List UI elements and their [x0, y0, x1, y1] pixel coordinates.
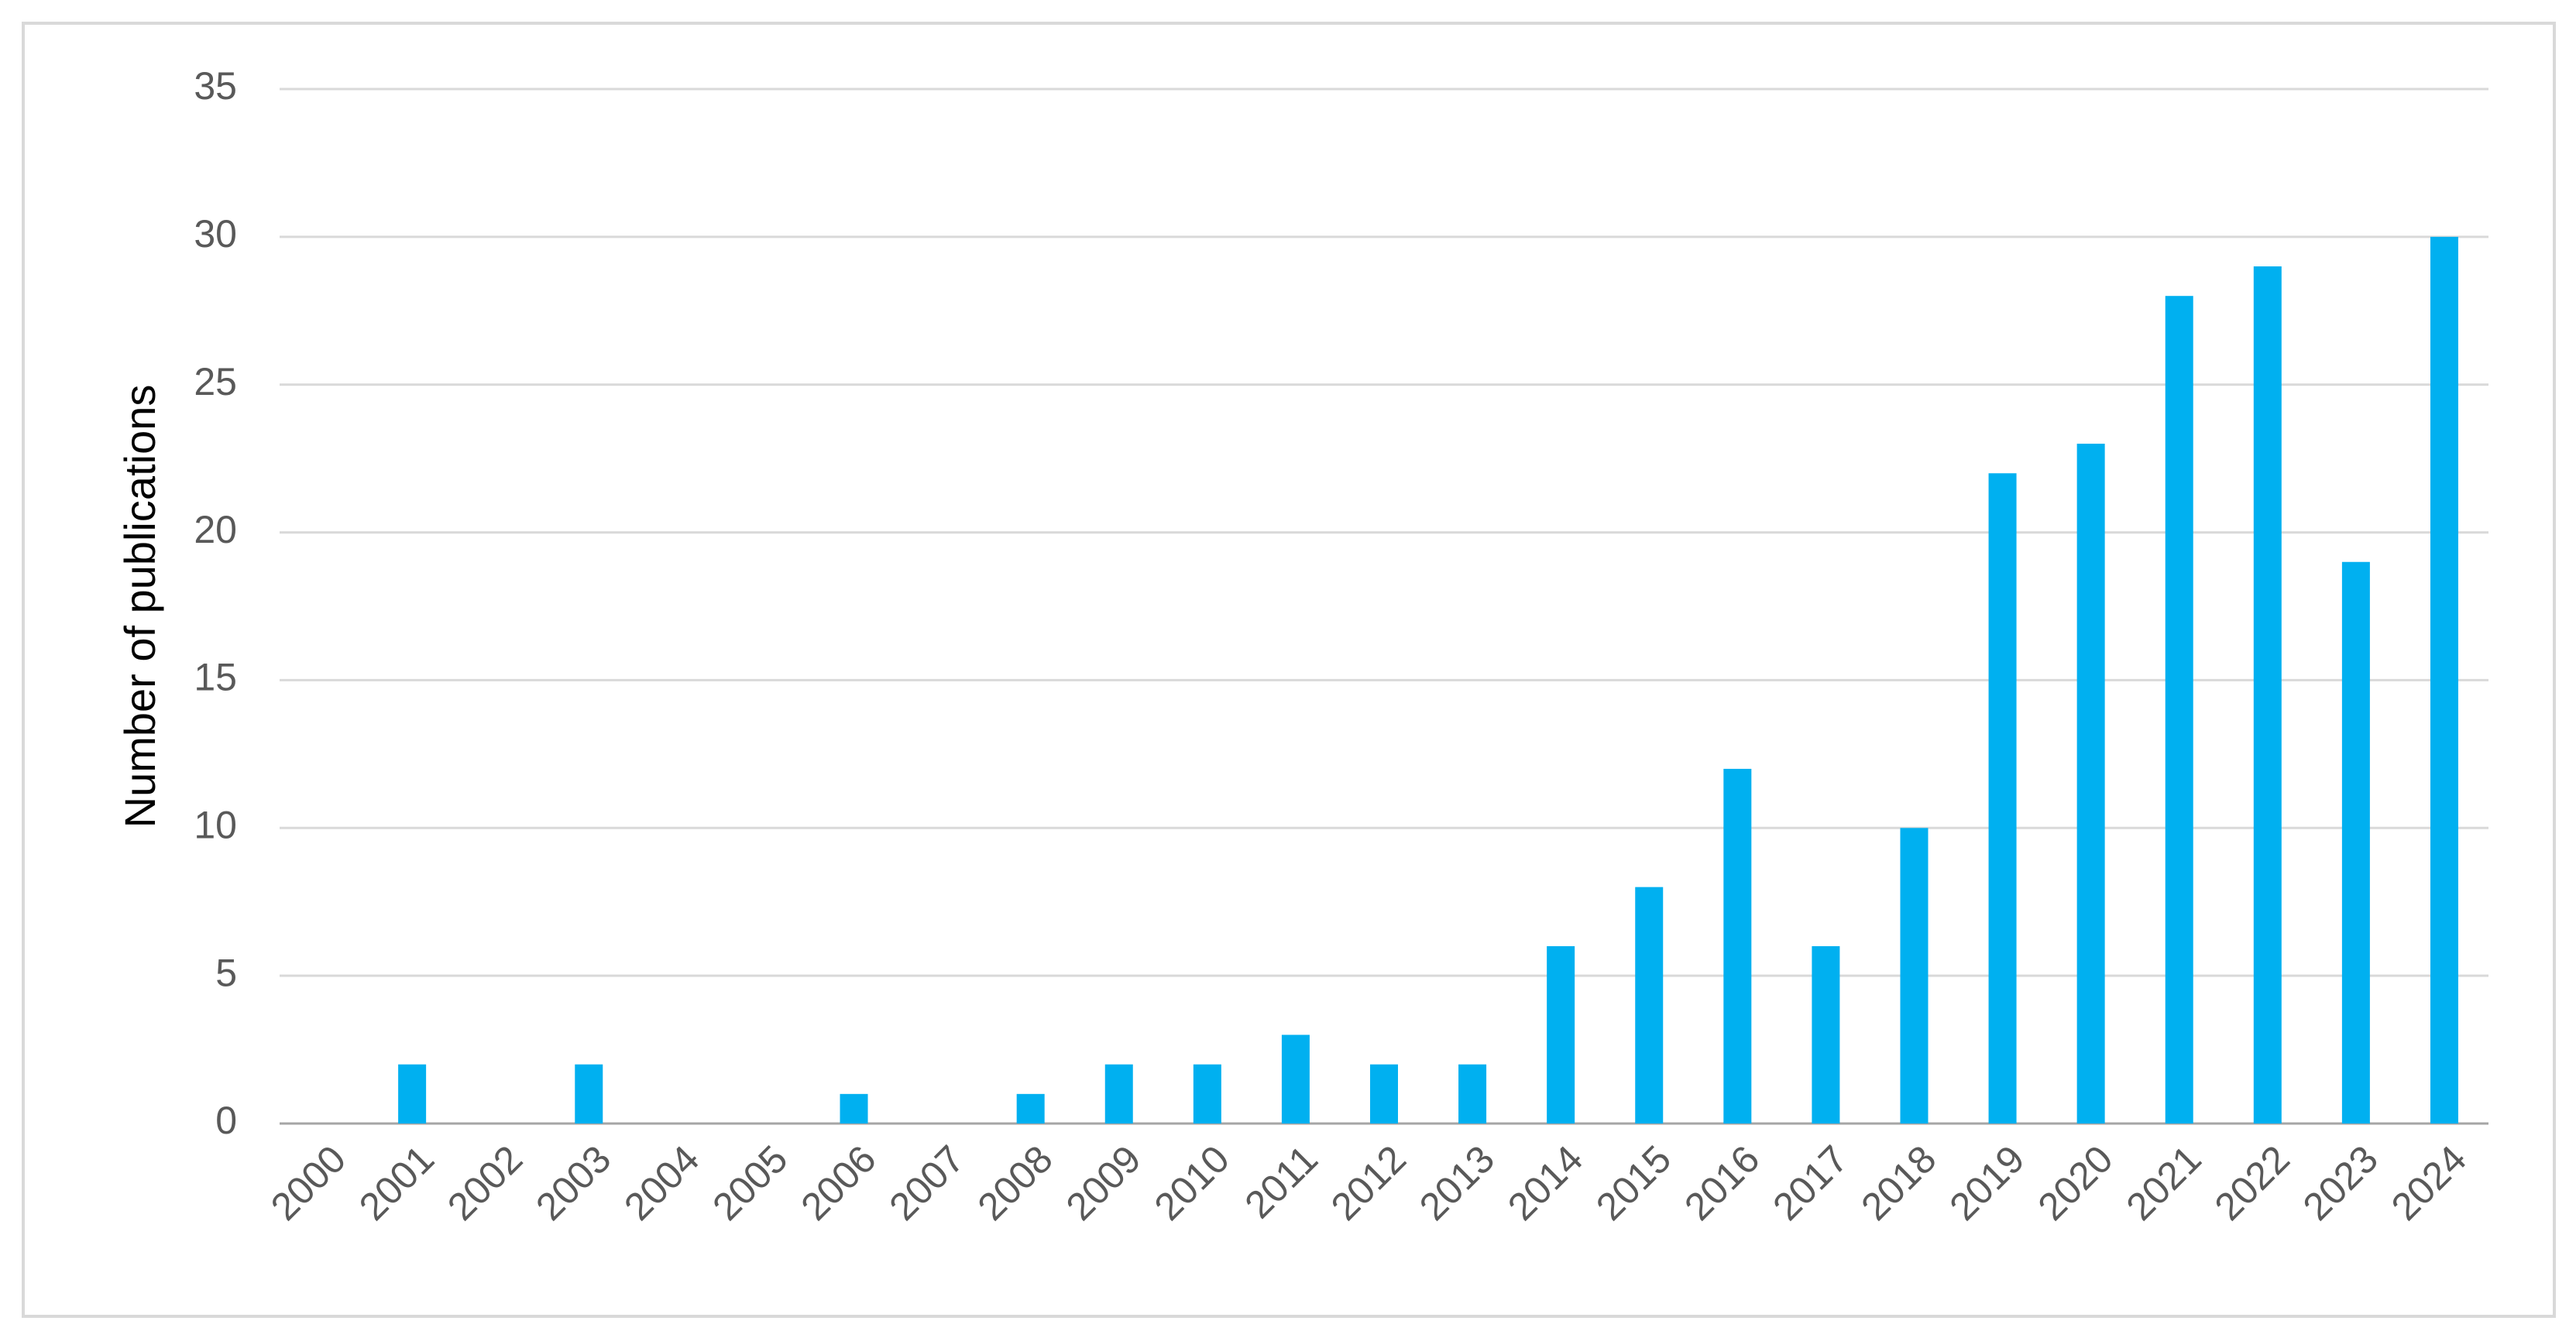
bar	[2076, 444, 2105, 1124]
bar	[575, 1064, 603, 1124]
bar	[2341, 561, 2370, 1124]
y-tick-label: 10	[194, 803, 237, 846]
bar	[2165, 296, 2193, 1124]
y-tick-label: 35	[194, 64, 237, 108]
bar	[1281, 1034, 1310, 1124]
y-tick-label: 15	[194, 656, 237, 699]
bar	[1900, 828, 1929, 1124]
bar	[398, 1064, 427, 1124]
bar	[1812, 945, 1840, 1124]
bar	[1370, 1064, 1398, 1124]
bar	[1635, 887, 1664, 1124]
y-tick-label: 0	[215, 1099, 237, 1142]
y-axis-label: Number of publications	[115, 385, 164, 829]
y-tick-label: 25	[194, 360, 237, 403]
y-tick-label: 5	[215, 951, 237, 994]
bar	[1104, 1064, 1133, 1124]
bar	[1723, 768, 1752, 1124]
bar	[840, 1093, 868, 1124]
bar	[1016, 1093, 1045, 1124]
bar	[1458, 1064, 1487, 1124]
y-tick-label: 30	[194, 212, 237, 256]
bar	[2253, 266, 2282, 1124]
bar	[1988, 473, 2017, 1124]
y-tick-label: 20	[194, 508, 237, 551]
bar	[1547, 945, 1575, 1124]
bar	[1193, 1064, 1221, 1124]
bar	[2430, 236, 2458, 1124]
